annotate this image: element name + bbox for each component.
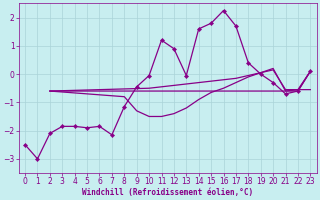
X-axis label: Windchill (Refroidissement éolien,°C): Windchill (Refroidissement éolien,°C) xyxy=(82,188,253,197)
